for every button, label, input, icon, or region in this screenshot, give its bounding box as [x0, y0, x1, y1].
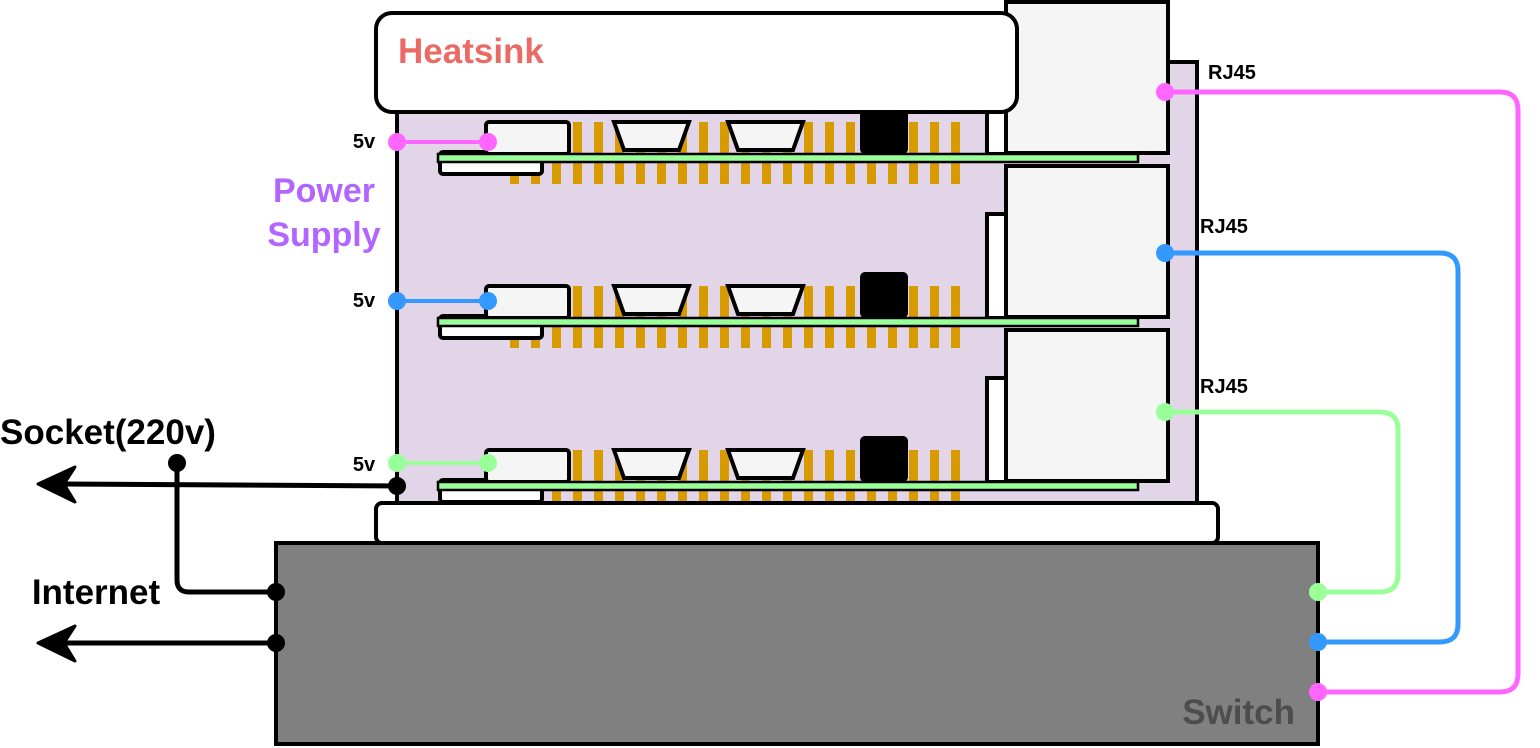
socket-line — [61, 481, 398, 489]
socket-connector-dot — [388, 477, 406, 495]
power-connector-middle-dot — [479, 292, 497, 310]
ethernet-port-bottom — [1004, 328, 1170, 483]
network-switch — [274, 541, 1320, 746]
rj45-connector-middle-dot — [1156, 244, 1174, 262]
rj45-connector-bottom-dot — [1156, 403, 1174, 421]
power-connector-bottom-dot — [479, 454, 497, 472]
ethernet-cable-top — [1165, 89, 1521, 695]
ethernet-port-middle — [1004, 164, 1170, 319]
power-5v-label-middle: 5v — [353, 290, 376, 312]
switch-label: Switch — [1182, 693, 1295, 732]
power-connector-middle-dot — [388, 292, 406, 310]
heatsink-label: Heatsink — [398, 32, 544, 71]
power-5v-label-bottom: 5v — [353, 454, 376, 476]
ethernet-cable-middle — [1165, 250, 1461, 645]
switch-power-line — [174, 463, 276, 595]
rj45-label-bottom: RJ45 — [1200, 376, 1248, 398]
internet-label: Internet — [32, 573, 161, 612]
internet-port-dot — [267, 634, 285, 652]
internet-arrow-icon — [36, 624, 77, 663]
power-connector-top-dot — [388, 133, 406, 151]
power-5v-label-top: 5v — [353, 131, 376, 153]
switch-port-middle-dot — [1309, 633, 1327, 651]
ethernet-cable-bottom — [1165, 409, 1401, 595]
switch-port-bottom-dot — [1309, 583, 1327, 601]
heatsink — [374, 11, 1019, 114]
socket-label: Socket(220v) — [0, 413, 216, 452]
power-supply-label-line2: Supply — [267, 216, 380, 254]
socket-arrow-icon — [36, 465, 77, 504]
power-connector-bottom-dot — [388, 454, 406, 472]
rj45-label-middle: RJ45 — [1200, 216, 1248, 238]
rj45-connector-top-dot — [1156, 83, 1174, 101]
switch-power-source-dot — [168, 454, 186, 472]
switch-power-input-dot — [267, 583, 285, 601]
rj45-label-top: RJ45 — [1208, 62, 1256, 84]
base-plate — [374, 501, 1220, 545]
power-supply-label-line1: Power — [273, 172, 375, 210]
switch-port-top-dot — [1309, 683, 1327, 701]
ethernet-port-top — [1004, 0, 1170, 155]
power-connector-top-dot — [479, 133, 497, 151]
